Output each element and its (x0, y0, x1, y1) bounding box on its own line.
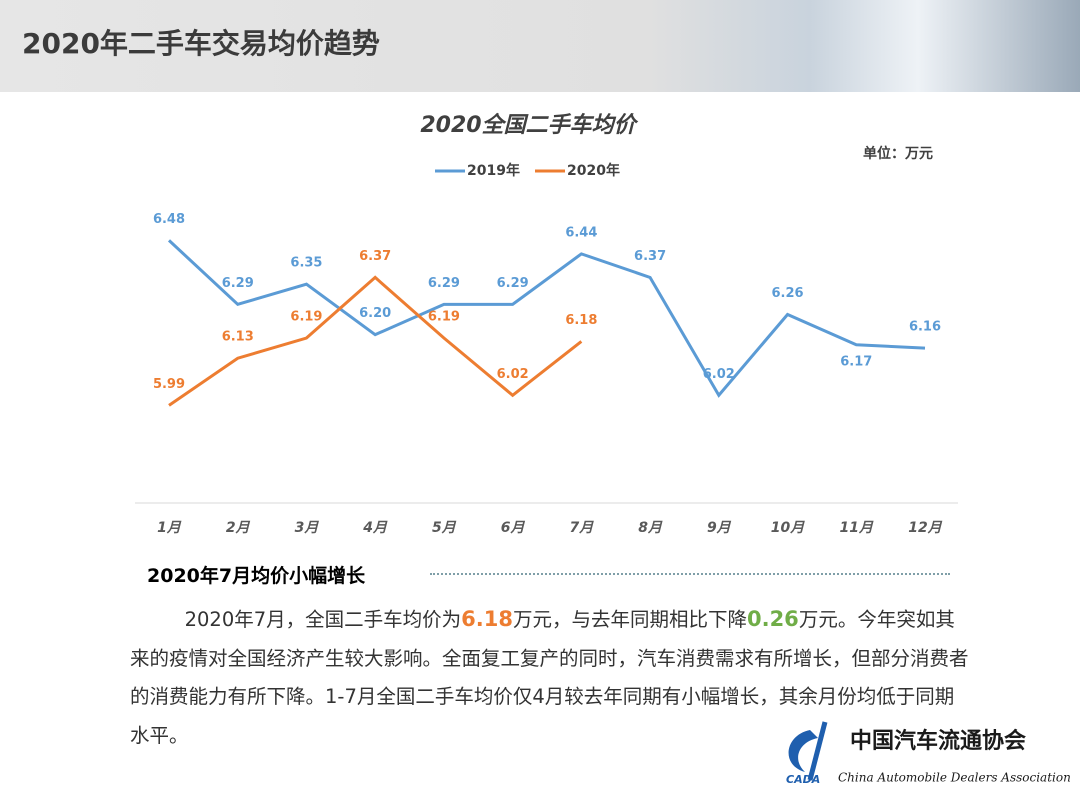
legend-label: 2019年 (467, 162, 520, 179)
data-label: 6.13 (222, 330, 254, 345)
data-label: 6.19 (428, 310, 460, 325)
paragraph: 2020年7月，全国二手车均价为6.18万元，与去年同期相比下降0.26万元。今… (130, 600, 970, 755)
x-tick-label: 5月 (432, 520, 457, 536)
data-label: 6.37 (634, 249, 666, 264)
series-line (168, 275, 583, 407)
data-label: 6.02 (703, 367, 735, 382)
highlight: 0.26 (746, 607, 799, 631)
text-run: 2020年7月，全国二手车均价为 (184, 608, 462, 631)
data-label: 6.29 (428, 276, 460, 291)
data-label: 6.17 (840, 354, 872, 369)
data-label: 6.29 (222, 276, 254, 291)
data-label: 6.26 (772, 286, 804, 301)
logo-mark (788, 730, 818, 772)
text-run: 万元，与去年同期相比下降 (512, 608, 747, 631)
divider (430, 573, 950, 575)
unit-label: 单位：万元 (863, 145, 933, 162)
header: 2020年二手车交易均价趋势 (0, 0, 1080, 92)
data-label: 6.20 (359, 306, 391, 321)
logo: 中国汽车流通协会 CADA China Automobile Dealers A… (786, 721, 1071, 786)
text-run: 万元。今年突如其来的疫情对全国经济产生较大影响。全面复工复产的同时，汽车消费需求… (130, 608, 969, 747)
highlight: 6.18 (461, 607, 513, 631)
series-line (167, 239, 926, 398)
data-label: 6.37 (359, 249, 391, 264)
data-label: 6.29 (497, 276, 529, 291)
data-label: 6.48 (153, 212, 185, 227)
x-tick-label: 3月 (295, 520, 320, 536)
legend-label: 2020年 (567, 162, 620, 179)
section-heading: 2020年7月均价小幅增长 (147, 565, 366, 587)
x-tick-label: 6月 (501, 520, 526, 536)
x-tick-label: 7月 (569, 520, 594, 536)
x-tick-label: 12月 (908, 520, 942, 536)
x-tick-label: 11月 (840, 520, 874, 536)
x-tick-label: 10月 (771, 520, 805, 536)
logo-abbr: CADA (786, 773, 820, 786)
data-label: 6.19 (290, 310, 322, 325)
header-title: 2020年二手车交易均价趋势 (22, 27, 380, 60)
logo-mark (807, 721, 828, 781)
x-tick-label: 8月 (638, 520, 663, 536)
data-label: 6.16 (909, 320, 941, 335)
x-tick-label: 1月 (157, 520, 182, 536)
x-tick-label: 4月 (362, 520, 388, 536)
data-label: 6.18 (565, 313, 597, 328)
chart: 2020全国二手车均价 单位：万元 1月 2月 3月 4月 5月 6月 7月 8月 9月 10月 1… (135, 112, 958, 536)
data-label: 6.02 (497, 367, 529, 382)
data-label: 6.35 (290, 256, 322, 271)
data-label: 6.44 (565, 225, 597, 240)
logo-en: China Automobile Dealers Association (838, 771, 1071, 785)
data-label: 5.99 (153, 377, 185, 392)
x-tick-label: 2月 (226, 520, 251, 536)
chart-title: 2020全国二手车均价 (420, 112, 638, 138)
logo-cn: 中国汽车流通协会 (850, 728, 1026, 754)
x-tick-label: 9月 (707, 520, 732, 536)
